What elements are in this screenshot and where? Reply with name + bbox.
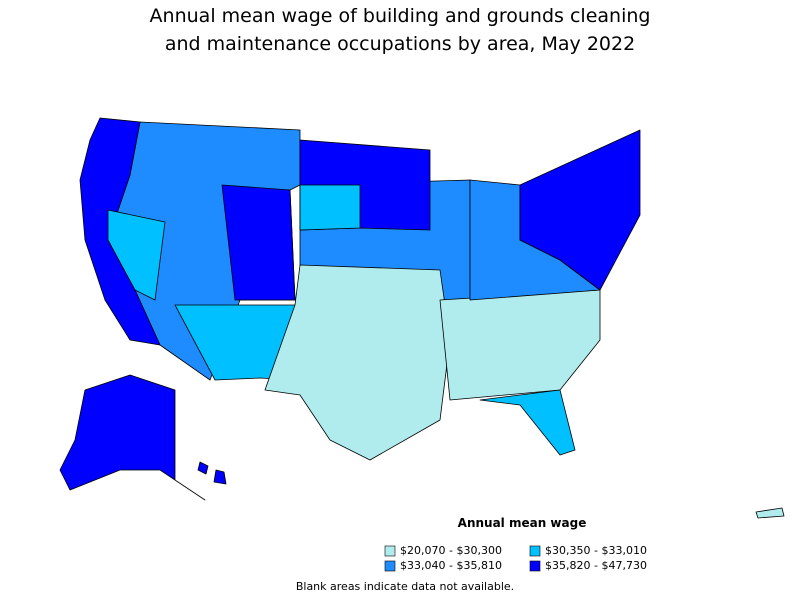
region bbox=[221, 184, 296, 301]
region bbox=[519, 129, 641, 291]
legend: $20,070 - $30,300 $30,350 - $33,010 $33,04… bbox=[384, 544, 647, 572]
legend-label: $30,350 - $33,010 bbox=[545, 544, 647, 557]
legend-swatch bbox=[384, 545, 396, 557]
region bbox=[755, 507, 785, 519]
legend-label: $20,070 - $30,300 bbox=[400, 544, 502, 557]
note: Blank areas indicate data not available. bbox=[296, 580, 514, 593]
us-map bbox=[59, 117, 785, 519]
region bbox=[439, 289, 601, 401]
region bbox=[79, 117, 161, 346]
region bbox=[299, 184, 361, 231]
region bbox=[197, 461, 209, 475]
legend-swatch bbox=[529, 545, 541, 557]
legend-title: Annual mean wage bbox=[458, 516, 587, 530]
legend-label: $35,820 - $47,730 bbox=[545, 559, 647, 572]
title-line: Annual mean wage of building and grounds… bbox=[150, 5, 651, 27]
region bbox=[213, 469, 227, 485]
region bbox=[107, 209, 166, 301]
legend-swatch bbox=[529, 560, 541, 572]
title-line: and maintenance occupations by area, May… bbox=[165, 33, 635, 55]
region bbox=[479, 389, 576, 456]
legend-label: $33,040 - $35,810 bbox=[400, 559, 502, 572]
legend-swatch bbox=[384, 560, 396, 572]
region bbox=[59, 374, 206, 501]
